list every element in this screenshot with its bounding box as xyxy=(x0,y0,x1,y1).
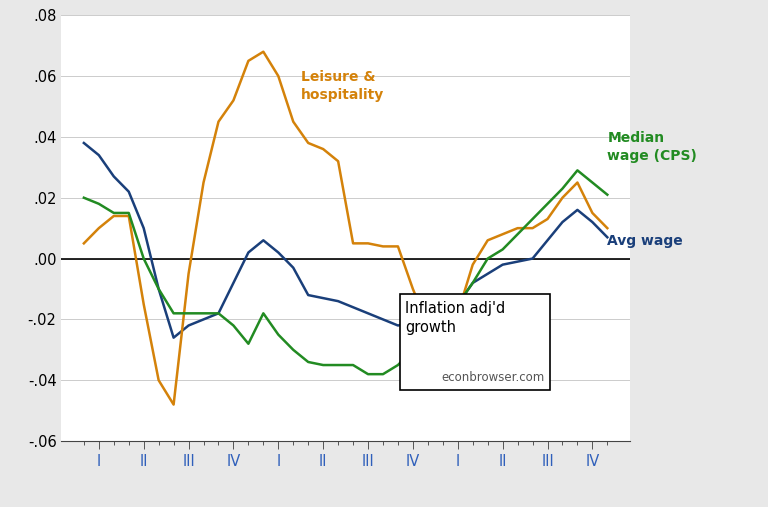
Text: Median
wage (CPS): Median wage (CPS) xyxy=(607,131,697,163)
FancyBboxPatch shape xyxy=(399,294,550,390)
Text: Avg wage: Avg wage xyxy=(607,234,683,248)
Text: Inflation adj'd
growth: Inflation adj'd growth xyxy=(406,301,505,335)
Text: Leisure &
hospitality: Leisure & hospitality xyxy=(301,70,384,102)
Text: econbrowser.com: econbrowser.com xyxy=(442,371,545,384)
